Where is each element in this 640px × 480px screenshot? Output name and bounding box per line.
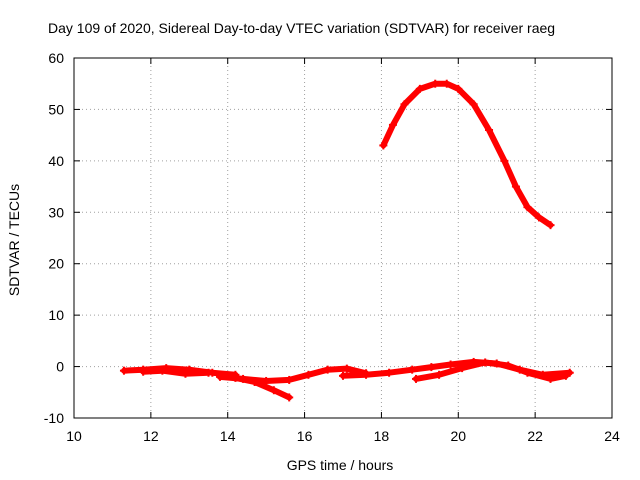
data-point <box>523 203 532 212</box>
series-line-upper-arc <box>380 80 554 229</box>
y-tick-label: 0 <box>56 359 64 375</box>
data-point <box>400 100 409 109</box>
data-point <box>385 368 394 377</box>
data-point <box>534 213 543 222</box>
data-point <box>119 366 128 375</box>
series-line-lower-3 <box>232 374 293 401</box>
data-point <box>469 100 478 109</box>
data-point <box>285 375 294 384</box>
data-point <box>442 79 451 88</box>
data-point <box>446 360 455 369</box>
y-tick-label: 50 <box>48 101 64 117</box>
axis-ticks: 10 12 14 16 18 20 22 24 -10 0 10 20 30 40 50 60 <box>44 50 620 444</box>
data-point <box>481 358 490 367</box>
data-point <box>546 221 555 230</box>
x-tick-label: 18 <box>374 428 390 444</box>
y-tick-label: -10 <box>44 410 64 426</box>
data-point <box>511 182 520 191</box>
data-point <box>262 376 271 385</box>
data-point <box>181 369 190 378</box>
data-point <box>250 378 259 386</box>
data-point <box>204 368 213 377</box>
data-point <box>435 370 444 379</box>
plot-frame <box>73 57 613 419</box>
data-point <box>561 371 570 380</box>
data-point <box>500 156 509 165</box>
x-tick-label: 22 <box>527 428 543 444</box>
x-tick-label: 12 <box>143 428 159 444</box>
x-tick-label: 24 <box>604 428 620 444</box>
data-point <box>485 126 494 134</box>
data-point <box>158 366 167 375</box>
data-series <box>119 79 574 402</box>
y-tick-label: 10 <box>48 307 64 323</box>
data-point <box>412 374 421 383</box>
data-point <box>458 364 467 373</box>
y-tick-label: 60 <box>48 50 64 66</box>
x-axis-label: GPS time / hours <box>287 457 394 473</box>
data-point <box>427 363 436 372</box>
x-tick-label: 20 <box>450 428 466 444</box>
data-point <box>431 79 440 88</box>
y-axis-label: SDTVAR / TECUs <box>6 184 22 296</box>
chart-title: Day 109 of 2020, Sidereal Day-to-day VTE… <box>48 20 555 36</box>
data-point <box>139 367 148 376</box>
data-point <box>216 372 225 381</box>
data-point <box>231 373 240 382</box>
data-point <box>408 365 417 374</box>
series-line-lower-6 <box>140 367 212 377</box>
data-point <box>269 386 278 395</box>
data-point <box>342 364 351 373</box>
data-point <box>304 370 313 379</box>
y-tick-label: 30 <box>48 204 64 220</box>
data-point <box>504 361 513 370</box>
data-point <box>379 141 388 150</box>
y-tick-label: 40 <box>48 153 64 169</box>
data-point <box>454 84 463 93</box>
data-point <box>388 120 397 129</box>
data-point <box>285 393 294 402</box>
data-point <box>362 370 371 379</box>
data-point <box>523 368 532 377</box>
x-tick-label: 14 <box>220 428 236 444</box>
x-tick-label: 16 <box>297 428 313 444</box>
data-point <box>323 365 332 374</box>
x-tick-label: 10 <box>66 428 82 444</box>
data-point <box>339 371 347 380</box>
y-tick-label: 20 <box>48 256 64 272</box>
data-point <box>415 84 424 93</box>
series-line-lower-5 <box>413 359 569 382</box>
data-point <box>546 374 555 383</box>
